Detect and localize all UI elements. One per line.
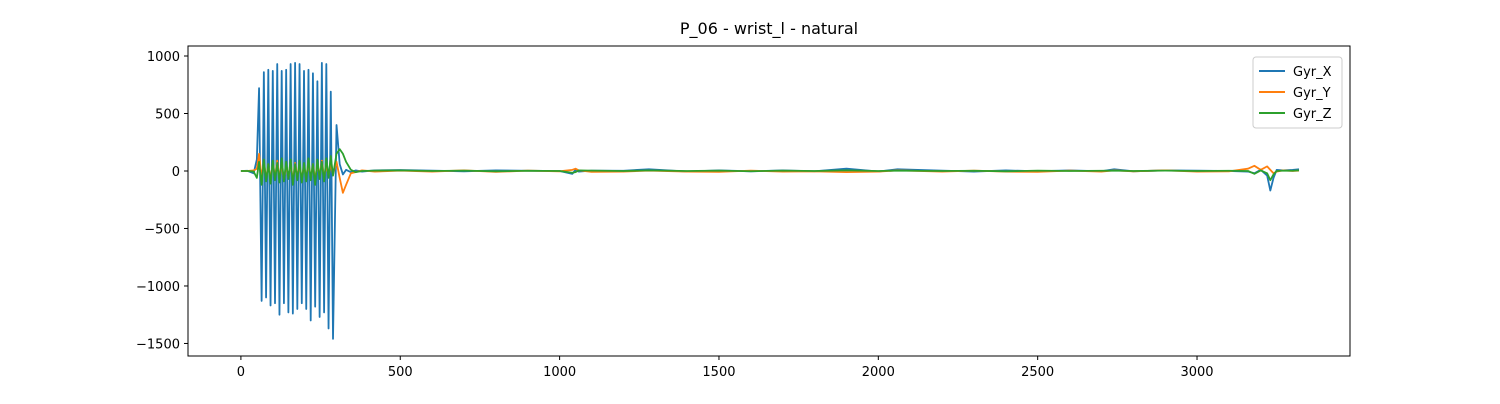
plot-frame [187, 45, 1351, 357]
y-tick-label: −500 [144, 222, 180, 237]
y-tick-label: 500 [155, 107, 180, 122]
y-tick-label: 0 [172, 165, 180, 180]
y-tick-label: −1500 [136, 337, 180, 352]
x-tick-label: 2000 [862, 365, 895, 380]
x-tick-label: 2500 [1021, 365, 1054, 380]
y-tick-label: 1000 [147, 50, 180, 65]
legend-box [1252, 56, 1343, 129]
x-tick-label: 1500 [702, 365, 735, 380]
x-tick-label: 0 [237, 365, 245, 380]
chart-title: P_06 - wrist_l - natural [680, 19, 858, 39]
x-tick-label: 1000 [543, 365, 576, 380]
y-tick-label: −1000 [136, 280, 180, 295]
legend-label: Gyr_Y [1293, 86, 1331, 101]
x-tick-label: 500 [388, 365, 413, 380]
x-tick-label: 3000 [1180, 365, 1213, 380]
data-line [240, 148, 1300, 186]
data-line [240, 152, 1300, 194]
legend-label: Gyr_Z [1293, 107, 1332, 122]
legend-label: Gyr_X [1293, 65, 1332, 80]
data-line [240, 62, 1300, 340]
